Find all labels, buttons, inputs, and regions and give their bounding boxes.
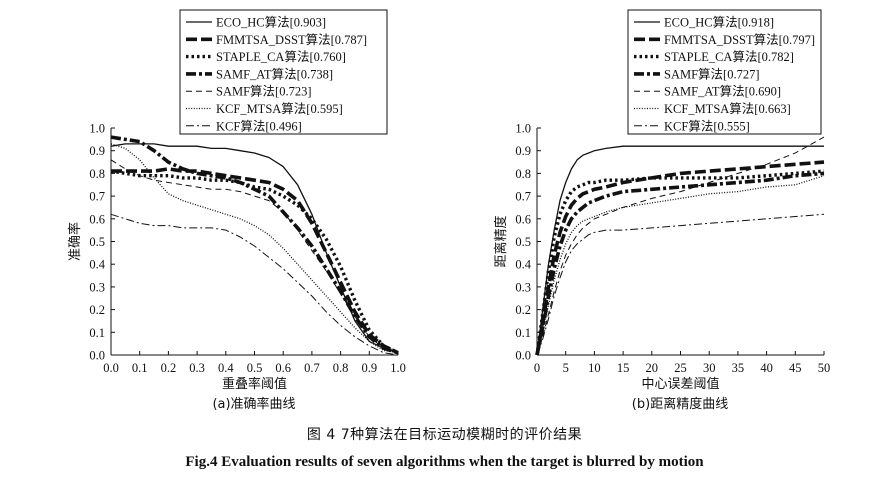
legend-label-5: KCF_MTSA算法[0.595] bbox=[216, 101, 343, 116]
chart-panel-0: 0.0 0.1 0.2 0.3 0.4 0.5 0.6 0.7 0.8 0.9 1.0 0.0 0.1 0… bbox=[67, 9, 406, 412]
series-line-6 bbox=[110, 213, 399, 356]
x-tick-label: 20 bbox=[646, 361, 659, 375]
y-tick-label: 0.8 bbox=[515, 167, 531, 181]
x-tick-label: 0.6 bbox=[275, 361, 291, 375]
legend: ECO_HC算法[0.903] FMMTSA_DSST算法[0.787] STAPL… bbox=[179, 9, 388, 135]
y-tick-label: 0.4 bbox=[515, 258, 531, 272]
figure-caption-english: Fig.4 Evaluation results of seven algori… bbox=[185, 454, 704, 470]
panel-subtitle: (a)准确率曲线 bbox=[212, 396, 295, 412]
legend-label-2: STAPLE_CA算法[0.760] bbox=[216, 49, 346, 64]
x-tick-label: 40 bbox=[760, 361, 773, 375]
legend-label-3: SAMF_AT算法[0.738] bbox=[216, 66, 333, 81]
legend-label-5: KCF_MTSA算法[0.663] bbox=[664, 101, 791, 116]
y-tick-label: 0.6 bbox=[515, 212, 531, 226]
x-tick-label: 35 bbox=[732, 361, 745, 375]
series-line-5 bbox=[536, 175, 825, 356]
y-tick-label: 0.2 bbox=[89, 303, 105, 317]
series-line-0 bbox=[110, 143, 399, 354]
series-line-6 bbox=[536, 213, 825, 356]
y-tick-label: 0.4 bbox=[89, 258, 105, 272]
legend-label-4: SAMF_AT算法[0.690] bbox=[664, 84, 781, 99]
series-line-4 bbox=[536, 136, 825, 356]
legend-label-6: KCF算法[0.555] bbox=[664, 118, 750, 133]
y-tick-label: 0.5 bbox=[89, 235, 105, 249]
y-axis-title: 准确率 bbox=[67, 222, 83, 261]
y-tick-label: 0.9 bbox=[515, 144, 531, 158]
legend-label-1: FMMTSA_DSST算法[0.787] bbox=[216, 32, 367, 47]
legend-label-2: STAPLE_CA算法[0.782] bbox=[664, 49, 794, 64]
x-tick-label: 0.0 bbox=[103, 361, 119, 375]
y-tick-label: 0.2 bbox=[515, 303, 531, 317]
y-tick-label: 1.0 bbox=[89, 122, 105, 136]
legend-label-0: ECO_HC算法[0.918] bbox=[664, 15, 774, 30]
y-tick-label: 0.6 bbox=[89, 212, 105, 226]
series-line-5 bbox=[110, 143, 399, 354]
legend-label-3: SAMF算法[0.727] bbox=[664, 66, 760, 81]
x-axis-title: 重叠率阈值 bbox=[222, 376, 287, 392]
y-tick-label: 0.0 bbox=[89, 349, 105, 363]
x-tick-label: 0 bbox=[534, 361, 540, 375]
x-tick-label: 45 bbox=[789, 361, 802, 375]
series-line-0 bbox=[536, 145, 824, 356]
series-line-2 bbox=[110, 169, 399, 355]
x-tick-label: 25 bbox=[674, 361, 687, 375]
x-tick-label: 1.0 bbox=[390, 361, 406, 375]
x-tick-label: 0.5 bbox=[247, 361, 263, 375]
x-tick-label: 0.7 bbox=[304, 361, 320, 375]
x-tick-label: 0.3 bbox=[189, 361, 205, 375]
series-line-2 bbox=[535, 169, 825, 356]
legend-box bbox=[179, 9, 388, 135]
x-tick-label: 15 bbox=[617, 361, 630, 375]
y-tick-label: 0.1 bbox=[89, 326, 105, 340]
legend-box bbox=[627, 9, 822, 135]
y-tick-label: 0.5 bbox=[515, 235, 531, 249]
y-tick-label: 0.7 bbox=[89, 190, 105, 204]
legend-label-6: KCF算法[0.496] bbox=[216, 118, 302, 133]
x-tick-label: 0.9 bbox=[361, 361, 377, 375]
legend: ECO_HC算法[0.918] FMMTSA_DSST算法[0.797] STAPL… bbox=[627, 9, 822, 135]
y-tick-label: 0.7 bbox=[515, 190, 531, 204]
series-line-3 bbox=[535, 171, 825, 356]
y-tick-label: 0.9 bbox=[89, 144, 105, 158]
panel-subtitle: (b)距离精度曲线 bbox=[632, 396, 728, 412]
y-tick-label: 0.3 bbox=[89, 280, 105, 294]
x-axis-title: 中心误差阈值 bbox=[641, 376, 719, 392]
x-tick-label: 50 bbox=[818, 361, 831, 375]
y-tick-label: 0.1 bbox=[515, 326, 531, 340]
series-line-4 bbox=[110, 159, 399, 354]
x-tick-label: 0.2 bbox=[161, 361, 177, 375]
x-tick-label: 0.8 bbox=[333, 361, 349, 375]
series-line-1 bbox=[111, 167, 399, 355]
y-tick-label: 0.8 bbox=[89, 167, 105, 181]
x-tick-label: 0.4 bbox=[218, 361, 234, 375]
legend-label-4: SAMF算法[0.723] bbox=[216, 84, 312, 99]
x-tick-label: 10 bbox=[588, 361, 601, 375]
legend-label-0: ECO_HC算法[0.903] bbox=[216, 15, 326, 30]
series-line-1 bbox=[535, 160, 825, 356]
chart-panel-1: 0 5 10 15 20 25 30 35 40 45 50 0.0 0.1 0.2 0.3 0.4 0.5 0.… bbox=[493, 9, 831, 412]
y-tick-label: 1.0 bbox=[515, 122, 531, 136]
y-tick-label: 0.3 bbox=[515, 280, 531, 294]
x-tick-label: 5 bbox=[563, 361, 569, 375]
legend-label-1: FMMTSA_DSST算法[0.797] bbox=[664, 32, 815, 47]
y-axis-title: 距离精度 bbox=[493, 215, 509, 267]
figure-caption-chinese: 图 4 7种算法在目标运动模糊时的评价结果 bbox=[306, 427, 583, 443]
x-tick-label: 30 bbox=[703, 361, 716, 375]
x-tick-label: 0.1 bbox=[132, 361, 148, 375]
y-tick-label: 0.0 bbox=[515, 349, 531, 363]
